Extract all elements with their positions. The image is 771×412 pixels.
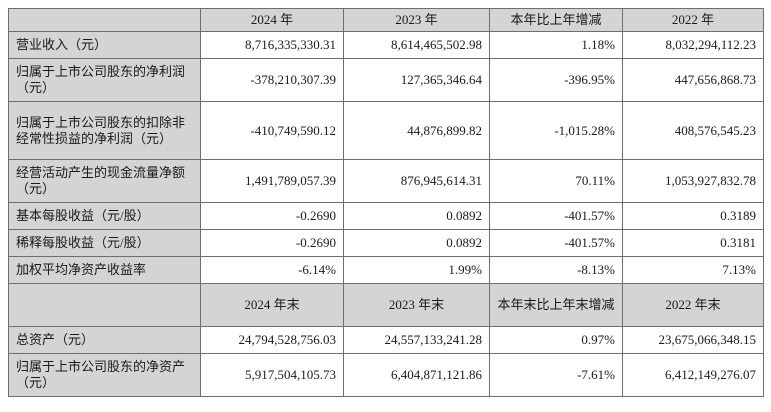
value-2024: -6.14% — [200, 256, 344, 284]
value-2023: 8,614,465,502.98 — [343, 31, 490, 59]
table-row-net-profit: 归属于上市公司股东的净利润（元） -378,210,307.39 127,365… — [8, 58, 764, 102]
table-row-basic-eps: 基本每股收益（元/股） -0.2690 0.0892 -401.57% 0.31… — [8, 202, 764, 230]
header-cell-blank — [8, 8, 201, 32]
value-2022: 8,032,294,112.23 — [622, 31, 764, 59]
table-row-operating-cash-flow: 经营活动产生的现金流量净额（元） 1,491,789,057.39 876,94… — [8, 159, 764, 203]
value-2024: 8,716,335,330.31 — [200, 31, 344, 59]
header-cell-2022-end: 2022 年末 — [622, 283, 764, 327]
value-2022: 7.13% — [622, 256, 764, 284]
value-yoy-change: -1,015.28% — [489, 101, 623, 160]
row-label: 归属于上市公司股东的净资产（元） — [8, 353, 201, 397]
value-2024: -0.2690 — [200, 202, 344, 230]
financial-summary-table: 2024 年 2023 年 本年比上年增减 2022 年 营业收入（元） 8,7… — [8, 8, 764, 397]
header-cell-2024: 2024 年 — [200, 8, 344, 32]
value-yoy-change: -396.95% — [489, 58, 623, 102]
value-yoy-change: -401.57% — [489, 229, 623, 257]
value-2022: 408,576,545.23 — [622, 101, 764, 160]
header-cell-2022: 2022 年 — [622, 8, 764, 32]
value-2022: 0.3189 — [622, 202, 764, 230]
value-2024: -0.2690 — [200, 229, 344, 257]
row-label: 经营活动产生的现金流量净额（元） — [8, 159, 201, 203]
value-yoy-change: 1.18% — [489, 31, 623, 59]
value-yoy-change: -401.57% — [489, 202, 623, 230]
value-yoy-change: -7.61% — [489, 353, 623, 397]
value-2023: 0.0892 — [343, 202, 490, 230]
header-cell-blank — [8, 283, 201, 327]
row-label: 营业收入（元） — [8, 31, 201, 59]
value-2022: 1,053,927,832.78 — [622, 159, 764, 203]
value-2022: 0.3181 — [622, 229, 764, 257]
value-2023: 6,404,871,121.86 — [343, 353, 490, 397]
header-cell-yoy-end-change: 本年末比上年末增减 — [489, 283, 623, 327]
table-row-weighted-avg-roe: 加权平均净资产收益率 -6.14% 1.99% -8.13% 7.13% — [8, 256, 764, 284]
value-2024: -410,749,590.12 — [200, 101, 344, 160]
value-yoy-change: 0.97% — [489, 326, 623, 354]
value-2023: 1.99% — [343, 256, 490, 284]
header-cell-2023: 2023 年 — [343, 8, 490, 32]
header-cell-yoy-change: 本年比上年增减 — [489, 8, 623, 32]
value-2023: 24,557,133,241.28 — [343, 326, 490, 354]
header-cell-2023-end: 2023 年末 — [343, 283, 490, 327]
row-label: 归属于上市公司股东的净利润（元） — [8, 58, 201, 102]
value-2022: 447,656,868.73 — [622, 58, 764, 102]
value-2022: 23,675,066,348.15 — [622, 326, 764, 354]
value-2024: -378,210,307.39 — [200, 58, 344, 102]
row-label: 基本每股收益（元/股） — [8, 202, 201, 230]
value-2024: 5,917,504,105.73 — [200, 353, 344, 397]
row-label: 归属于上市公司股东的扣除非经常性损益的净利润（元） — [8, 101, 201, 160]
row-label: 加权平均净资产收益率 — [8, 256, 201, 284]
value-yoy-change: 70.11% — [489, 159, 623, 203]
table-header-row-annual: 2024 年 2023 年 本年比上年增减 2022 年 — [8, 8, 764, 32]
table-row-diluted-eps: 稀释每股收益（元/股） -0.2690 0.0892 -401.57% 0.31… — [8, 229, 764, 257]
row-label: 稀释每股收益（元/股） — [8, 229, 201, 257]
value-2023: 127,365,346.64 — [343, 58, 490, 102]
value-2024: 1,491,789,057.39 — [200, 159, 344, 203]
table-row-total-assets: 总资产（元） 24,794,528,756.03 24,557,133,241.… — [8, 326, 764, 354]
table-row-revenue: 营业收入（元） 8,716,335,330.31 8,614,465,502.9… — [8, 31, 764, 59]
table-row-net-profit-excl-nonrecurring: 归属于上市公司股东的扣除非经常性损益的净利润（元） -410,749,590.1… — [8, 101, 764, 160]
value-2023: 0.0892 — [343, 229, 490, 257]
value-2022: 6,412,149,276.07 — [622, 353, 764, 397]
table-row-net-assets: 归属于上市公司股东的净资产（元） 5,917,504,105.73 6,404,… — [8, 353, 764, 397]
table-header-row-year-end: 2024 年末 2023 年末 本年末比上年末增减 2022 年末 — [8, 283, 764, 327]
row-label: 总资产（元） — [8, 326, 201, 354]
header-cell-2024-end: 2024 年末 — [200, 283, 344, 327]
value-2024: 24,794,528,756.03 — [200, 326, 344, 354]
value-yoy-change: -8.13% — [489, 256, 623, 284]
value-2023: 876,945,614.31 — [343, 159, 490, 203]
value-2023: 44,876,899.82 — [343, 101, 490, 160]
